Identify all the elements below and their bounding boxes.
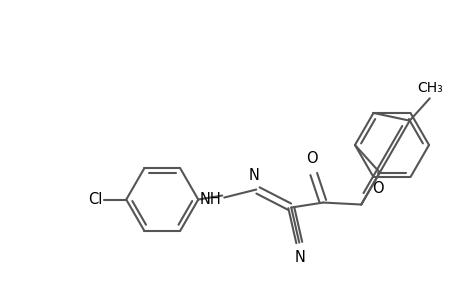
- Text: N: N: [294, 250, 305, 265]
- Text: CH₃: CH₃: [416, 81, 442, 95]
- Text: O: O: [371, 182, 383, 196]
- Text: N: N: [248, 167, 259, 182]
- Text: Cl: Cl: [88, 192, 102, 207]
- Text: NH: NH: [199, 192, 221, 207]
- Text: O: O: [306, 151, 317, 166]
